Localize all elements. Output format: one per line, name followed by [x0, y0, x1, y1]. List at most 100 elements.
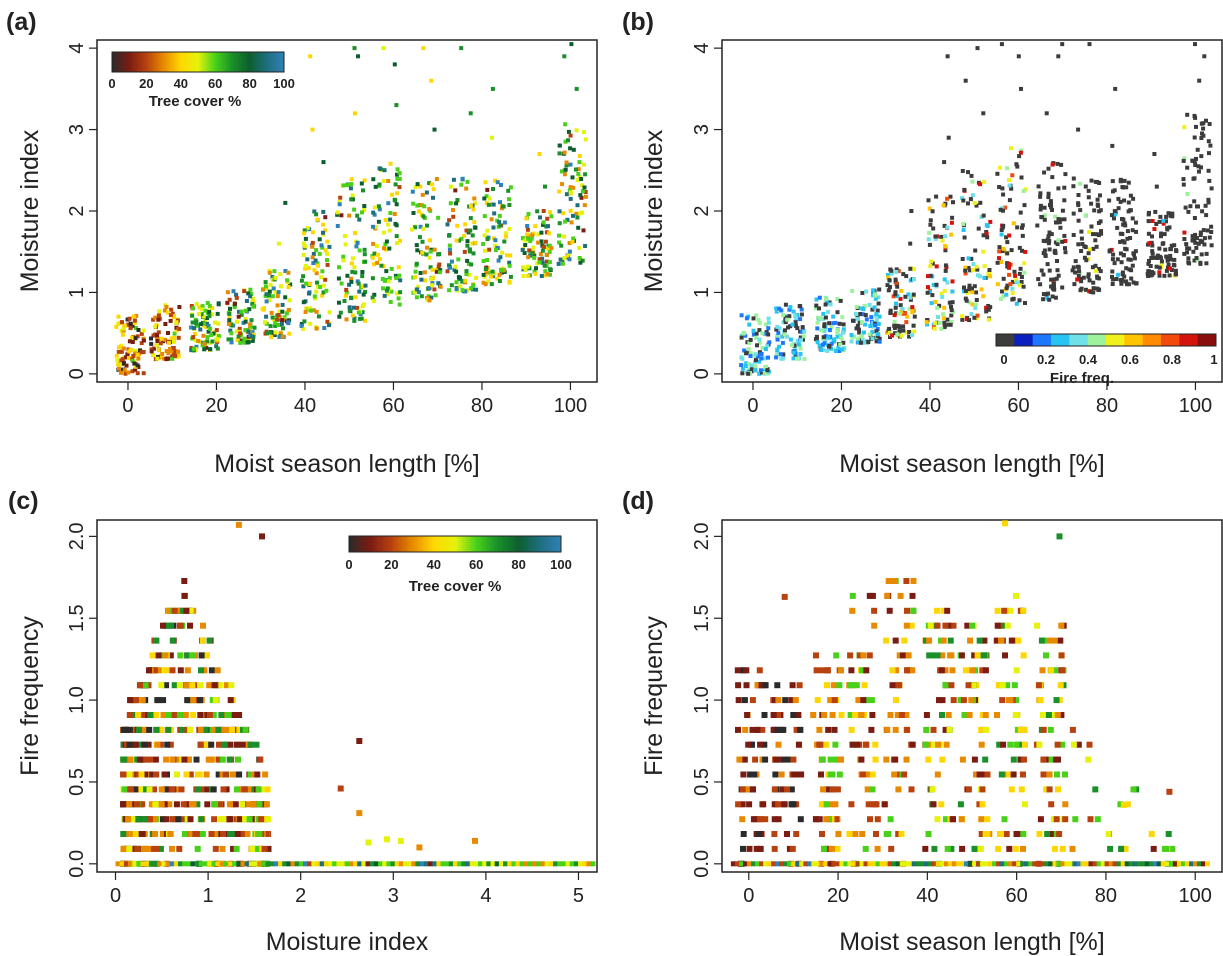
data-point	[165, 726, 172, 733]
data-point	[420, 239, 425, 244]
data-point	[1036, 277, 1041, 282]
data-point	[788, 697, 795, 704]
data-point	[934, 652, 941, 659]
data-point	[971, 652, 978, 659]
data-point	[997, 256, 1001, 261]
x-tick-label: 20	[827, 885, 849, 907]
data-point	[1176, 861, 1182, 867]
data-point	[785, 756, 792, 763]
data-point	[927, 290, 932, 295]
data-point	[133, 367, 138, 372]
data-point	[1192, 258, 1197, 263]
data-point	[303, 244, 308, 249]
data-point	[151, 317, 156, 322]
data-point	[746, 845, 753, 852]
data-point	[1076, 193, 1081, 197]
data-point	[988, 305, 993, 310]
data-point	[349, 182, 354, 187]
data-point	[163, 322, 168, 326]
data-point	[874, 311, 879, 316]
data-point	[784, 786, 790, 793]
data-point	[986, 317, 991, 322]
data-point	[506, 188, 511, 193]
data-point	[867, 816, 873, 823]
data-point	[849, 592, 856, 599]
data-point	[1007, 272, 1012, 277]
data-point	[1010, 291, 1015, 296]
data-point	[970, 290, 975, 295]
data-point	[526, 273, 531, 278]
data-point	[323, 248, 328, 253]
data-point	[775, 324, 780, 329]
legend-swatch	[1124, 334, 1144, 346]
data-point	[764, 322, 768, 327]
data-point	[314, 212, 319, 217]
data-point	[1194, 156, 1198, 161]
data-point	[1146, 261, 1151, 266]
data-point	[1118, 239, 1123, 244]
data-point	[857, 327, 861, 332]
data-point	[1021, 284, 1026, 289]
data-point	[174, 771, 180, 778]
data-point	[500, 250, 505, 255]
data-point	[963, 271, 968, 276]
data-point	[228, 328, 233, 333]
data-point	[320, 269, 325, 274]
data-point	[178, 786, 185, 793]
data-point	[508, 185, 513, 190]
data-point	[998, 207, 1003, 212]
data-point	[1152, 861, 1158, 867]
data-point	[211, 816, 218, 823]
data-point	[834, 349, 838, 353]
data-point	[959, 845, 966, 852]
data-point	[757, 340, 762, 345]
data-point	[161, 771, 168, 778]
data-point	[146, 786, 153, 793]
data-point	[775, 861, 781, 867]
data-point	[139, 697, 146, 704]
data-point	[945, 280, 950, 285]
data-point	[978, 831, 985, 837]
data-point	[865, 801, 872, 808]
data-point	[988, 219, 993, 224]
data-point	[427, 298, 432, 303]
data-point	[906, 292, 911, 297]
data-point	[876, 332, 881, 337]
data-point	[185, 756, 192, 763]
data-point	[964, 622, 971, 629]
data-point	[562, 172, 567, 177]
data-point	[278, 331, 283, 336]
data-point	[874, 329, 879, 334]
data-point	[263, 284, 268, 289]
data-point	[753, 352, 758, 357]
data-point	[415, 287, 420, 292]
data-point	[149, 347, 154, 352]
data-point	[280, 302, 285, 307]
data-point	[960, 169, 965, 173]
data-point	[935, 306, 940, 310]
data-point	[734, 667, 741, 674]
data-point	[757, 320, 762, 325]
data-point	[965, 682, 972, 689]
data-point	[1192, 237, 1197, 242]
data-point	[286, 307, 291, 312]
data-point	[855, 861, 861, 867]
data-point	[458, 284, 463, 289]
data-point	[497, 213, 502, 218]
data-point	[410, 189, 415, 194]
data-point	[524, 216, 529, 221]
data-point	[999, 260, 1004, 264]
data-point	[1189, 861, 1194, 867]
data-point	[372, 299, 377, 304]
data-point	[968, 268, 973, 273]
data-point	[216, 741, 222, 748]
data-point	[1072, 282, 1077, 287]
data-point	[901, 328, 906, 333]
data-point	[1174, 248, 1178, 253]
data-point	[1110, 282, 1115, 286]
data-point	[1198, 261, 1203, 266]
data-point	[932, 326, 937, 331]
data-point	[926, 285, 930, 290]
data-point	[398, 290, 403, 295]
data-point	[1068, 861, 1074, 867]
